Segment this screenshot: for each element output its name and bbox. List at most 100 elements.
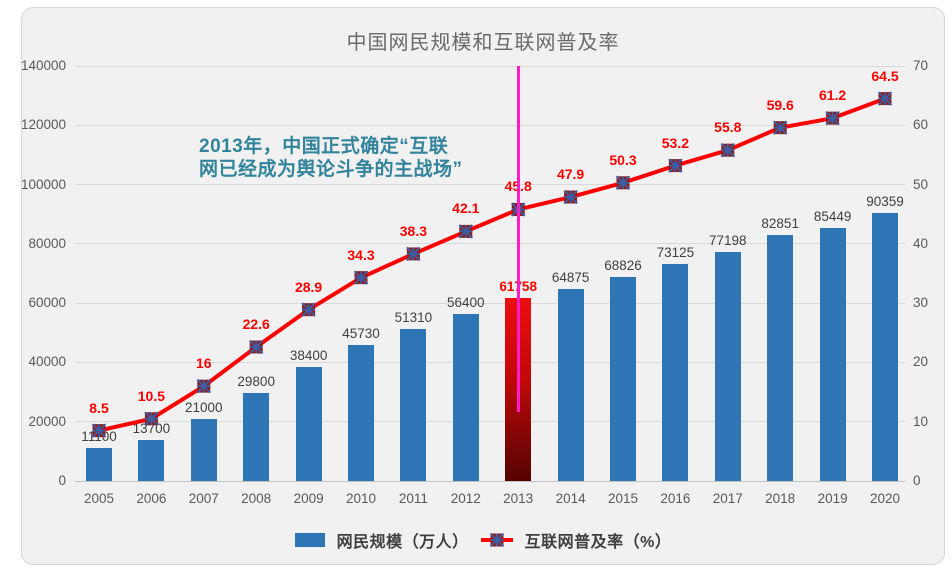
x-axis-label: 2005 (83, 491, 115, 506)
y-axis-left-tick: 120000 (20, 117, 66, 133)
line-marker (773, 120, 788, 135)
gridline (75, 184, 905, 186)
bar (557, 288, 584, 481)
y-axis-right-tick: 70 (913, 58, 929, 73)
bar (872, 213, 898, 481)
bar-value-label: 45730 (342, 326, 380, 342)
x-axis-label: 2014 (555, 491, 586, 506)
bar (190, 418, 217, 481)
line-marker (249, 339, 264, 355)
bar (767, 235, 794, 481)
bar (243, 392, 270, 481)
y-axis-left-tick: 60000 (28, 295, 66, 311)
x-axis-label: 2007 (188, 491, 219, 506)
y-axis-left-tick: 20000 (28, 413, 66, 429)
line-value-label: 34.3 (347, 246, 375, 263)
x-axis-label: 2015 (607, 491, 639, 506)
gridline (75, 480, 905, 482)
x-axis-label: 2010 (345, 491, 377, 506)
y-axis-right-tick: 10 (913, 413, 929, 429)
bar (819, 227, 846, 481)
y-axis-right-tick: 30 (913, 295, 929, 311)
line-value-label: 61.2 (818, 87, 847, 104)
y-axis-right-tick: 40 (913, 235, 929, 251)
x-axis-label: 2011 (398, 491, 428, 506)
bar-value-label: 51310 (394, 309, 433, 325)
y-axis-right-tick: 50 (913, 176, 929, 192)
y-axis-left-tick: 100000 (20, 176, 66, 192)
line-marker (196, 379, 211, 394)
line-marker (563, 189, 578, 205)
bar-value-label: 82851 (761, 216, 799, 232)
gridline (75, 361, 905, 363)
x-axis-label: 2016 (660, 491, 691, 506)
bar-value-label: 77198 (709, 233, 747, 249)
bar-value-label: 64875 (551, 269, 590, 285)
legend-bar-swatch (294, 533, 325, 547)
bar-value-label: 13700 (132, 421, 171, 437)
bar-value-label: 68826 (604, 257, 642, 273)
bar-value-label: 21000 (185, 399, 223, 415)
y-axis-left-tick: 140000 (20, 58, 66, 73)
x-axis-label: 2019 (817, 491, 848, 506)
x-axis-label: 2017 (712, 491, 743, 506)
line-marker (353, 270, 369, 285)
bar-value-label: 85449 (813, 208, 852, 224)
y-axis-right-tick: 60 (913, 117, 929, 133)
line-marker (458, 224, 473, 239)
bar (400, 328, 427, 481)
annotation-line1: 2013年，中国正式确定“互联 (199, 136, 449, 157)
penetration-line (97, 96, 887, 433)
line-value-label: 10.5 (137, 387, 166, 404)
line-value-label: 59.6 (766, 96, 794, 113)
gridline (75, 243, 905, 245)
x-axis-label: 2020 (869, 491, 901, 506)
annotation-line2: 网已经成为舆论斗争的主战场” (199, 158, 463, 180)
gridline (75, 65, 905, 67)
line-marker (615, 175, 631, 190)
x-axis-label: 2018 (765, 491, 796, 506)
bar-value-label: 90359 (866, 194, 904, 210)
annotation-2013: 2013年，中国正式确定“互联 网已经成为舆论斗争的主战场” (199, 136, 519, 181)
legend-line-swatch (480, 533, 513, 547)
bar (610, 276, 636, 481)
y-axis-left-tick: 80000 (28, 235, 66, 251)
line-value-label: 16 (196, 355, 212, 372)
line-value-label: 8.5 (89, 399, 109, 416)
bar (295, 367, 322, 481)
line-marker (489, 533, 504, 547)
gridline (75, 302, 905, 304)
highlight-vline (516, 66, 520, 412)
line-value-label: 47.9 (556, 166, 585, 183)
line-value-label: 55.8 (714, 119, 742, 136)
y-axis-right-tick: 0 (913, 473, 921, 488)
line-value-label: 38.3 (399, 222, 428, 239)
line-marker (144, 411, 159, 426)
line-marker (91, 423, 107, 438)
legend-line-label: 互联网普及率（%） (524, 534, 672, 551)
y-axis-right-tick: 20 (913, 354, 929, 370)
x-axis-label: 2008 (241, 491, 272, 506)
gridline (75, 124, 905, 126)
chart-title: 中国网民规模和互联网普及率 (346, 32, 620, 54)
line-value-label: 64.5 (871, 67, 899, 84)
line-value-label: 50.3 (609, 151, 637, 168)
bar (714, 252, 741, 481)
x-axis-label: 2013 (503, 491, 534, 506)
legend: 网民规模（万人） 互联网普及率（%） (21, 529, 945, 551)
line-marker (720, 143, 735, 158)
y-axis-left-tick: 0 (58, 473, 66, 488)
bar-value-label: 73125 (656, 245, 695, 261)
gridline (75, 421, 905, 423)
line-value-label: 42.1 (452, 200, 480, 217)
y-axis-left-tick: 40000 (28, 354, 66, 370)
x-axis-label: 2012 (450, 491, 481, 506)
bar (452, 313, 479, 481)
bar (138, 440, 165, 481)
legend-bar-label: 网民规模（万人） (336, 534, 469, 551)
line-value-label: 53.2 (661, 134, 690, 151)
line-marker (406, 246, 421, 262)
line-value-label: 22.6 (242, 316, 270, 332)
